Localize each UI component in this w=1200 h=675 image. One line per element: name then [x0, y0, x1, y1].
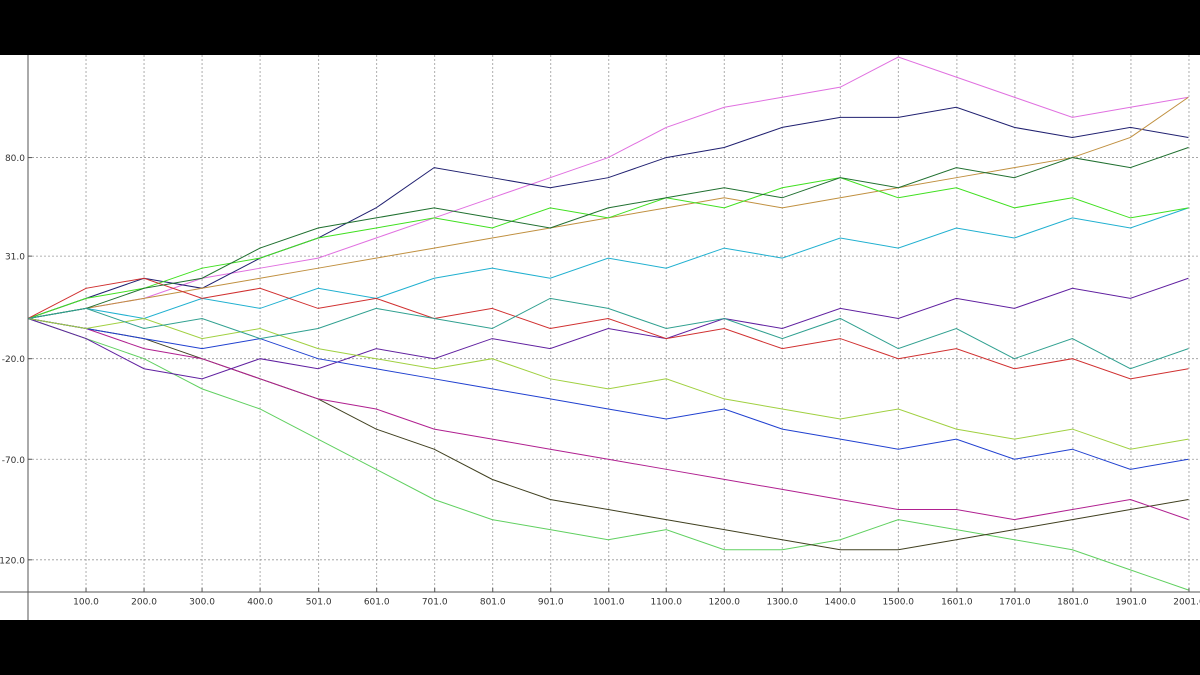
y-tick-label: 31.0: [5, 253, 25, 263]
series-line: [27, 207, 1189, 319]
x-tick-label: 400.0: [247, 598, 273, 608]
series-line: [27, 277, 1189, 380]
x-tick-label: 501.0: [306, 598, 332, 608]
x-tick-label: 1300.0: [767, 598, 799, 608]
series-line: [27, 317, 1189, 591]
x-tick-label: 1200.0: [708, 598, 740, 608]
series-line: [27, 147, 1189, 319]
x-tick-label: 1701.0: [999, 598, 1031, 608]
x-tick-label: 100.0: [73, 598, 99, 608]
x-tick-label: 1400.0: [825, 598, 857, 608]
x-tick-label: 300.0: [189, 598, 215, 608]
x-tick-label: 1500.0: [883, 598, 915, 608]
x-tick-label: 2001.0: [1173, 598, 1200, 608]
series-line: [27, 56, 1189, 319]
x-tick-label: 1001.0: [593, 598, 625, 608]
x-tick-label: 701.0: [422, 598, 448, 608]
x-tick-label: 200.0: [131, 598, 157, 608]
x-tick-label: 801.0: [480, 598, 506, 608]
y-tick-label: -20.0: [2, 355, 26, 365]
series-line: [27, 177, 1189, 319]
x-tick-label: 1100.0: [650, 598, 682, 608]
y-tick-label: -70.0: [2, 456, 26, 466]
x-tick-label: 1601.0: [941, 598, 973, 608]
y-tick-label: -120.0: [0, 556, 25, 566]
series-line: [27, 277, 1189, 380]
plot-background: [0, 55, 1200, 620]
series-line: [27, 317, 1189, 470]
series-line: [27, 106, 1189, 319]
x-tick-label: 901.0: [538, 598, 564, 608]
series-line: [27, 317, 1189, 450]
y-tick-label: 80.0: [5, 154, 25, 164]
x-tick-label: 1801.0: [1057, 598, 1089, 608]
x-tick-label: 601.0: [364, 598, 390, 608]
series-line: [27, 317, 1189, 521]
x-tick-label: 1901.0: [1115, 598, 1147, 608]
series-line: [27, 297, 1189, 370]
